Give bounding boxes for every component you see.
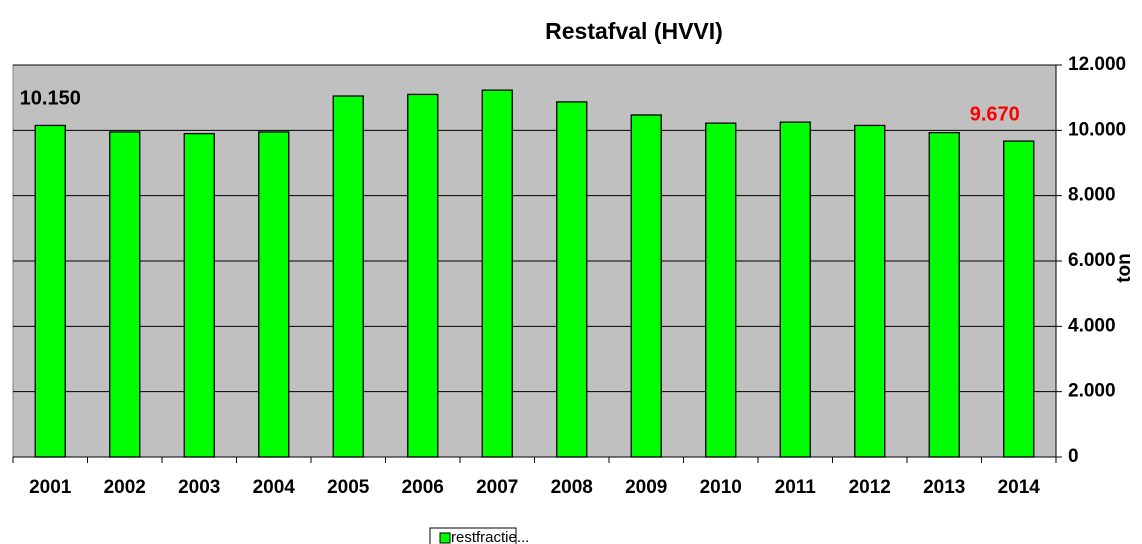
y-tick-label: 6.000 bbox=[1068, 250, 1116, 271]
bar bbox=[258, 131, 290, 458]
bar bbox=[183, 132, 215, 458]
bar bbox=[705, 122, 737, 458]
x-tick-label: 2001 bbox=[29, 477, 72, 498]
x-tick-label: 2009 bbox=[625, 477, 667, 498]
x-tick-label: 2013 bbox=[923, 477, 965, 498]
y-axis-label: ton bbox=[1114, 253, 1135, 283]
x-tick-label: 2006 bbox=[402, 477, 444, 498]
x-tick-label: 2010 bbox=[700, 477, 742, 498]
chart-title: Restafval (HVVI) bbox=[545, 18, 723, 44]
y-tick-label: 0 bbox=[1068, 446, 1079, 467]
bar bbox=[332, 95, 364, 458]
data-label: 10.150 bbox=[20, 88, 81, 110]
bar bbox=[34, 124, 66, 458]
x-tick-label: 2011 bbox=[775, 477, 817, 498]
bar bbox=[1003, 140, 1035, 458]
x-tick-label: 2002 bbox=[104, 477, 146, 498]
bar bbox=[109, 131, 141, 458]
bar bbox=[928, 131, 960, 458]
bar bbox=[630, 114, 662, 458]
bar bbox=[407, 93, 439, 458]
x-tick-label: 2007 bbox=[476, 477, 518, 498]
bar bbox=[481, 89, 513, 458]
y-tick-label: 10.000 bbox=[1068, 119, 1126, 140]
bar bbox=[854, 124, 886, 458]
legend-swatch bbox=[439, 532, 451, 544]
data-label: 9.670 bbox=[970, 103, 1020, 125]
y-tick-label: 4.000 bbox=[1068, 315, 1116, 336]
x-tick-label: 2008 bbox=[551, 477, 593, 498]
y-tick-label: 2.000 bbox=[1068, 381, 1116, 402]
x-tick-label: 2014 bbox=[998, 477, 1041, 498]
y-tick-label: 12.000 bbox=[1068, 54, 1126, 75]
legend-box bbox=[429, 527, 517, 544]
legend-label: restfractie... bbox=[451, 529, 529, 544]
x-tick-label: 2005 bbox=[327, 477, 370, 498]
x-tick-label: 2012 bbox=[849, 477, 891, 498]
bar bbox=[556, 101, 588, 458]
x-tick-label: 2003 bbox=[178, 477, 220, 498]
bar bbox=[779, 121, 811, 458]
y-tick-label: 8.000 bbox=[1068, 185, 1116, 206]
x-tick-label: 2004 bbox=[253, 477, 296, 498]
